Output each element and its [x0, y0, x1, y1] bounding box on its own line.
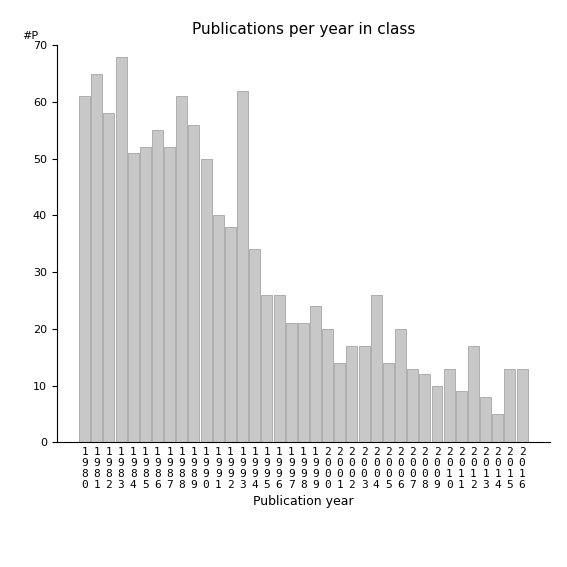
Bar — [213, 215, 224, 442]
Bar — [164, 147, 175, 442]
Bar — [128, 153, 139, 442]
Bar — [249, 249, 260, 442]
Bar — [383, 363, 394, 442]
Bar — [261, 295, 272, 442]
Bar — [322, 329, 333, 442]
Bar — [407, 369, 418, 442]
Bar — [456, 391, 467, 442]
Bar — [225, 227, 236, 442]
Title: Publications per year in class: Publications per year in class — [192, 22, 415, 37]
Bar — [492, 414, 503, 442]
Bar — [371, 295, 382, 442]
Bar — [152, 130, 163, 442]
Bar — [79, 96, 90, 442]
Bar — [505, 369, 515, 442]
Bar — [116, 57, 126, 442]
Bar — [444, 369, 455, 442]
Bar — [395, 329, 406, 442]
Bar — [201, 159, 211, 442]
Bar — [176, 96, 187, 442]
Bar — [237, 91, 248, 442]
Bar — [346, 346, 357, 442]
Bar — [273, 295, 285, 442]
X-axis label: Publication year: Publication year — [253, 495, 354, 508]
Bar — [431, 386, 442, 442]
Bar — [335, 363, 345, 442]
Text: #P: #P — [22, 31, 39, 41]
Bar — [480, 397, 491, 442]
Bar — [420, 374, 430, 442]
Bar — [468, 346, 479, 442]
Bar — [310, 306, 321, 442]
Bar — [188, 125, 200, 442]
Bar — [298, 323, 309, 442]
Bar — [140, 147, 151, 442]
Bar — [517, 369, 527, 442]
Bar — [359, 346, 370, 442]
Bar — [286, 323, 297, 442]
Bar — [91, 74, 102, 442]
Bar — [103, 113, 115, 442]
